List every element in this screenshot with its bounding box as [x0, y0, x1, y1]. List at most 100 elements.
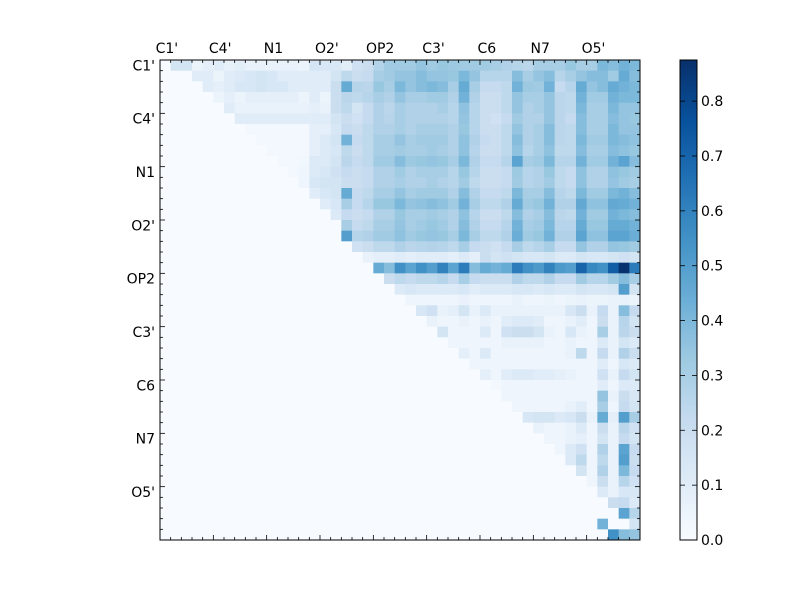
heatmap-cell: [554, 177, 566, 189]
heatmap-cell: [288, 188, 300, 200]
heatmap-cell: [618, 358, 630, 370]
heatmap-cell: [533, 230, 545, 242]
heatmap-cell: [416, 124, 428, 136]
heatmap-cell: [277, 188, 289, 200]
heatmap-cell: [341, 476, 353, 488]
heatmap-cell: [181, 177, 193, 189]
heatmap-cell: [192, 529, 204, 541]
heatmap-cell: [373, 113, 385, 125]
heatmap-cell: [533, 337, 545, 349]
heatmap-cell: [224, 401, 236, 413]
heatmap-cell: [202, 124, 214, 136]
heatmap-cell: [469, 294, 481, 306]
heatmap-cell: [576, 486, 588, 498]
heatmap-cell: [608, 422, 620, 434]
heatmap-cell: [288, 209, 300, 221]
heatmap-cell: [362, 369, 374, 381]
heatmap-cell: [458, 326, 470, 338]
heatmap-cell: [288, 358, 300, 370]
heatmap-cell: [234, 433, 246, 445]
heatmap-cell: [330, 124, 342, 136]
heatmap-cell: [298, 476, 310, 488]
heatmap-cell: [544, 81, 556, 93]
heatmap-cell: [554, 433, 566, 445]
heatmap-cell: [586, 433, 598, 445]
heatmap-cell: [618, 348, 630, 360]
heatmap-cell: [384, 518, 396, 530]
heatmap-cell: [618, 252, 630, 264]
heatmap-cell: [544, 262, 556, 274]
heatmap-cell: [618, 369, 630, 381]
heatmap-cell: [618, 262, 630, 274]
heatmap-cell: [160, 252, 172, 264]
colorbar-tick-label: 0.0: [701, 533, 723, 549]
heatmap-cell: [373, 209, 385, 221]
heatmap-cell: [565, 476, 577, 488]
heatmap-cell: [224, 497, 236, 509]
heatmap-cell: [597, 529, 609, 541]
heatmap-cell: [266, 241, 278, 253]
heatmap-cell: [394, 134, 406, 146]
heatmap-cell: [533, 433, 545, 445]
heatmap-cell: [618, 454, 630, 466]
heatmap-cell: [416, 102, 428, 114]
heatmap-cell: [448, 518, 460, 530]
heatmap-cell: [576, 188, 588, 200]
heatmap-cell: [181, 390, 193, 402]
heatmap-cell: [330, 497, 342, 509]
heatmap-cell: [170, 273, 182, 285]
heatmap-cell: [288, 369, 300, 381]
heatmap-cell: [512, 444, 524, 456]
heatmap-cell: [192, 113, 204, 125]
heatmap-cell: [373, 273, 385, 285]
heatmap-cell: [490, 305, 502, 317]
heatmap-cell: [330, 412, 342, 424]
heatmap-cell: [298, 92, 310, 104]
heatmap-cell: [565, 294, 577, 306]
heatmap-cell: [234, 465, 246, 477]
heatmap-cell: [288, 60, 300, 72]
heatmap-cell: [288, 433, 300, 445]
heatmap-cell: [298, 134, 310, 146]
heatmap-cell: [320, 422, 332, 434]
heatmap-cell: [597, 124, 609, 136]
heatmap-cell: [416, 412, 428, 424]
heatmap-cell: [160, 145, 172, 157]
heatmap-cell: [160, 81, 172, 93]
heatmap-cell: [245, 284, 257, 296]
heatmap-cell: [352, 390, 364, 402]
heatmap-cell: [480, 476, 492, 488]
heatmap-cell: [469, 465, 481, 477]
heatmap-cell: [586, 134, 598, 146]
heatmap-cell: [416, 390, 428, 402]
heatmap-cell: [437, 294, 449, 306]
heatmap-cell: [522, 326, 534, 338]
heatmap-cell: [501, 401, 513, 413]
heatmap-cell: [181, 113, 193, 125]
heatmap-cell: [576, 145, 588, 157]
heatmap-cell: [330, 252, 342, 264]
heatmap-cell: [394, 177, 406, 189]
heatmap-cell: [512, 486, 524, 498]
heatmap-cell: [490, 60, 502, 72]
heatmap-cell: [597, 412, 609, 424]
heatmap-cell: [256, 401, 268, 413]
heatmap-cell: [469, 156, 481, 168]
heatmap-cell: [512, 284, 524, 296]
heatmap-cell: [480, 284, 492, 296]
heatmap-cell: [341, 252, 353, 264]
heatmap-cell: [277, 134, 289, 146]
heatmap-cell: [384, 102, 396, 114]
heatmap-cell: [394, 188, 406, 200]
heatmap-cell: [608, 326, 620, 338]
heatmap-cell: [490, 70, 502, 82]
heatmap-cell: [320, 508, 332, 520]
heatmap-cell: [213, 422, 225, 434]
heatmap-cell: [288, 401, 300, 413]
heatmap-cell: [437, 81, 449, 93]
heatmap-cell: [298, 444, 310, 456]
heatmap-cell: [202, 134, 214, 146]
heatmap-cell: [469, 497, 481, 509]
heatmap-cell: [565, 188, 577, 200]
heatmap-cell: [416, 60, 428, 72]
